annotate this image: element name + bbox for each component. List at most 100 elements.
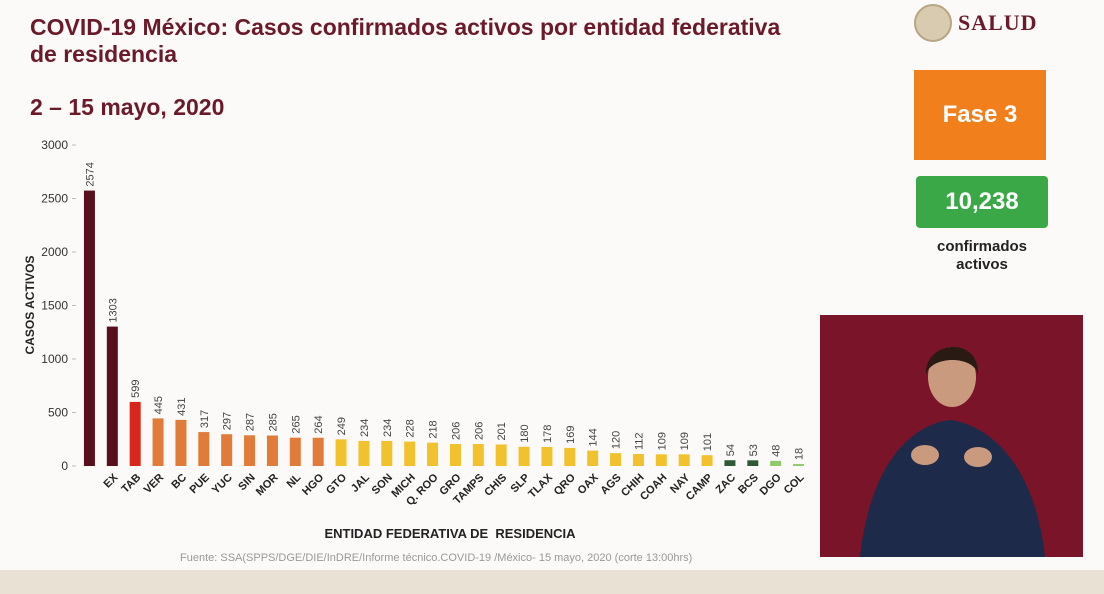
footer-strip (0, 570, 1104, 594)
x-tick-label: MOR (254, 472, 281, 499)
bar (655, 454, 667, 466)
value-label: 317 (199, 410, 211, 428)
y-tick-label: 2000 (41, 245, 68, 259)
bar (518, 446, 530, 466)
value-label: 249 (336, 417, 348, 435)
value-label: 53 (748, 444, 760, 456)
bar (289, 437, 301, 466)
source-note: Fuente: SSA(SPPS/DGE/DIE/InDRE/Informe t… (180, 552, 693, 564)
head (928, 347, 976, 407)
bar (701, 455, 713, 466)
bar (358, 440, 370, 466)
x-tick-label: HGO (300, 471, 327, 498)
bar (564, 447, 576, 466)
chart-title: COVID-19 México: Casos confirmados activ… (30, 14, 781, 67)
value-label: 144 (588, 428, 600, 446)
value-label: 445 (153, 396, 165, 414)
x-tick-label: GTO (324, 471, 350, 497)
x-tick-label: TAB (119, 472, 143, 496)
bar (198, 432, 210, 466)
value-label: 265 (290, 415, 302, 433)
total-label: confirmados activos (936, 238, 1027, 273)
bar (770, 460, 782, 466)
total-badge: 10,238 (916, 176, 1048, 228)
x-tick-label: CHIS (482, 472, 509, 499)
bar (381, 440, 393, 466)
value-label: 287 (245, 413, 257, 431)
interpreter (860, 346, 1045, 557)
y-tick-label: 3000 (41, 138, 68, 152)
x-tick-label: VER (142, 472, 167, 497)
chart-subtitle: 2 – 15 mayo, 2020 (30, 94, 225, 120)
value-label: 228 (405, 419, 417, 437)
hair (925, 346, 979, 375)
value-label: 1303 (107, 298, 119, 322)
value-label: 599 (130, 380, 142, 398)
bar (678, 454, 690, 466)
x-tick-label: QRO (552, 471, 579, 498)
bar (587, 450, 599, 466)
value-label: 206 (473, 422, 485, 440)
bar (724, 460, 736, 466)
x-tick-label: COL (782, 471, 807, 496)
x-tick-label: TLAX (526, 471, 555, 500)
interpreter-video (820, 315, 1083, 557)
bar (152, 418, 164, 466)
x-axis-title: ENTIDAD FEDERATIVA DE RESIDENCIA (324, 526, 576, 541)
value-label: 54 (725, 444, 737, 456)
value-label: 178 (542, 425, 554, 443)
x-tick-label: PUE (187, 472, 211, 496)
bar (129, 401, 141, 466)
seal (914, 4, 952, 42)
bar (472, 443, 484, 466)
value-label: 109 (656, 432, 668, 450)
logo: SALUD (914, 4, 1038, 42)
value-label: 112 (633, 432, 645, 450)
x-tick-label: COAH (638, 472, 669, 503)
bar (266, 435, 278, 466)
bar (449, 443, 461, 466)
bar (244, 435, 256, 466)
value-label: 109 (679, 432, 691, 450)
value-label: 264 (313, 415, 325, 433)
x-tick-label: BCS (736, 472, 761, 497)
logo-text: SALUD (958, 10, 1038, 35)
chart: 0 500 1000 1500 2000 2500 3000 CASOS ACTIVOS ENT… (23, 138, 807, 541)
value-label: 218 (428, 420, 440, 438)
value-label: 234 (359, 419, 371, 437)
hand (911, 445, 939, 465)
bar (335, 439, 347, 466)
x-tick-label: BC (169, 472, 189, 492)
bar (404, 441, 416, 466)
bar (83, 190, 95, 466)
bar (221, 434, 233, 466)
bar (175, 419, 187, 466)
x-tick-label: AGS (598, 472, 623, 497)
y-tick-label: 1500 (41, 299, 68, 313)
value-label: 169 (565, 426, 577, 444)
value-label: 431 (176, 398, 188, 416)
bar (747, 460, 759, 466)
value-label: 101 (702, 433, 714, 451)
bar (610, 453, 622, 466)
x-tick-label: ZAC (714, 472, 739, 497)
bar (312, 437, 324, 466)
y-axis-title: CASOS ACTIVOS (23, 256, 37, 355)
body (860, 420, 1045, 557)
value-label: 120 (611, 431, 623, 449)
x-tick-label: JAL (349, 471, 372, 494)
y-tick-label: 2500 (41, 192, 68, 206)
value-label: 206 (450, 422, 462, 440)
value-label: 234 (382, 419, 394, 437)
bar (793, 464, 805, 466)
x-tick-label: YUC (210, 472, 235, 497)
value-label: 18 (794, 448, 806, 460)
bar (427, 442, 439, 466)
bar (495, 444, 507, 466)
y-tick-label: 0 (61, 459, 68, 473)
x-tick-label: EX (102, 471, 121, 490)
value-label: 297 (222, 412, 234, 430)
hand (964, 447, 992, 467)
bar (632, 454, 644, 466)
